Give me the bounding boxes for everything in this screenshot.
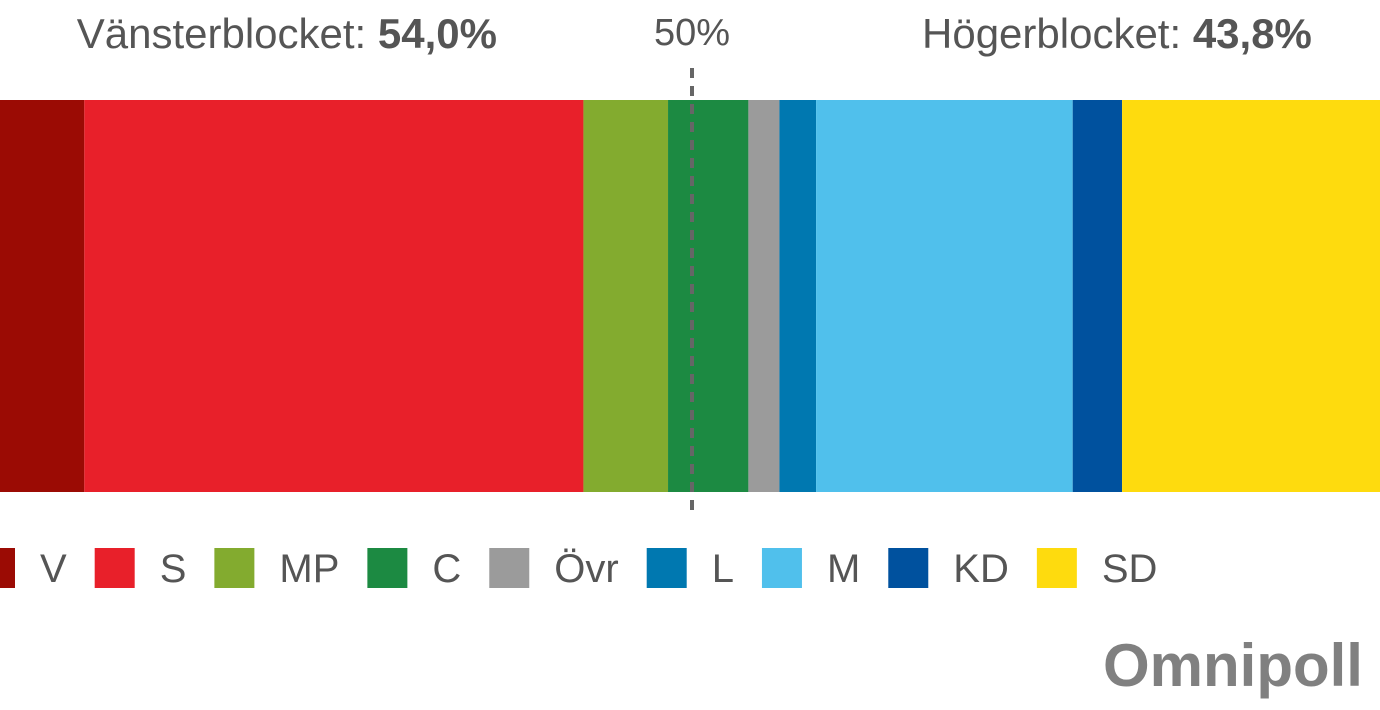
legend-label: M	[827, 547, 860, 591]
legend-swatch	[214, 548, 255, 588]
legend-swatch	[94, 548, 135, 588]
legend-label: MP	[279, 547, 339, 591]
right-block-label: Högerblocket: 43,8%	[922, 10, 1312, 57]
block-value: 54,0%	[378, 10, 497, 57]
x-tick-label: 50%	[654, 12, 730, 54]
logo: Omnipoll	[1103, 632, 1363, 699]
legend-label: L	[712, 547, 734, 591]
bar-segment	[583, 100, 669, 492]
bar-segment	[1072, 100, 1123, 492]
block-value: 43,8%	[1193, 10, 1312, 57]
bar-segment	[84, 100, 584, 492]
legend-label: C	[432, 547, 461, 591]
legend-swatch	[888, 548, 929, 588]
legend-swatch	[1036, 548, 1077, 588]
legend-swatch	[0, 548, 15, 588]
bar-segment	[779, 100, 817, 492]
bar-segment	[816, 100, 1073, 492]
legend-label: SD	[1102, 547, 1158, 591]
legend-label: V	[40, 547, 67, 591]
legend-swatch	[761, 548, 802, 588]
bar-segment	[668, 100, 749, 492]
block-name: Vänsterblocket:	[77, 10, 367, 57]
left-block-label: Vänsterblocket: 54,0%	[77, 10, 497, 57]
legend-label: Övr	[554, 547, 618, 591]
legend-swatch	[367, 548, 408, 588]
block-name: Högerblocket:	[922, 10, 1181, 57]
bar-segment	[0, 100, 85, 492]
legend-label: KD	[953, 547, 1009, 591]
legend-swatch	[489, 548, 530, 588]
bar-segment	[748, 100, 780, 492]
legend-label: S	[160, 547, 187, 591]
legend-swatch	[646, 548, 687, 588]
bar-segment	[1122, 100, 1380, 492]
